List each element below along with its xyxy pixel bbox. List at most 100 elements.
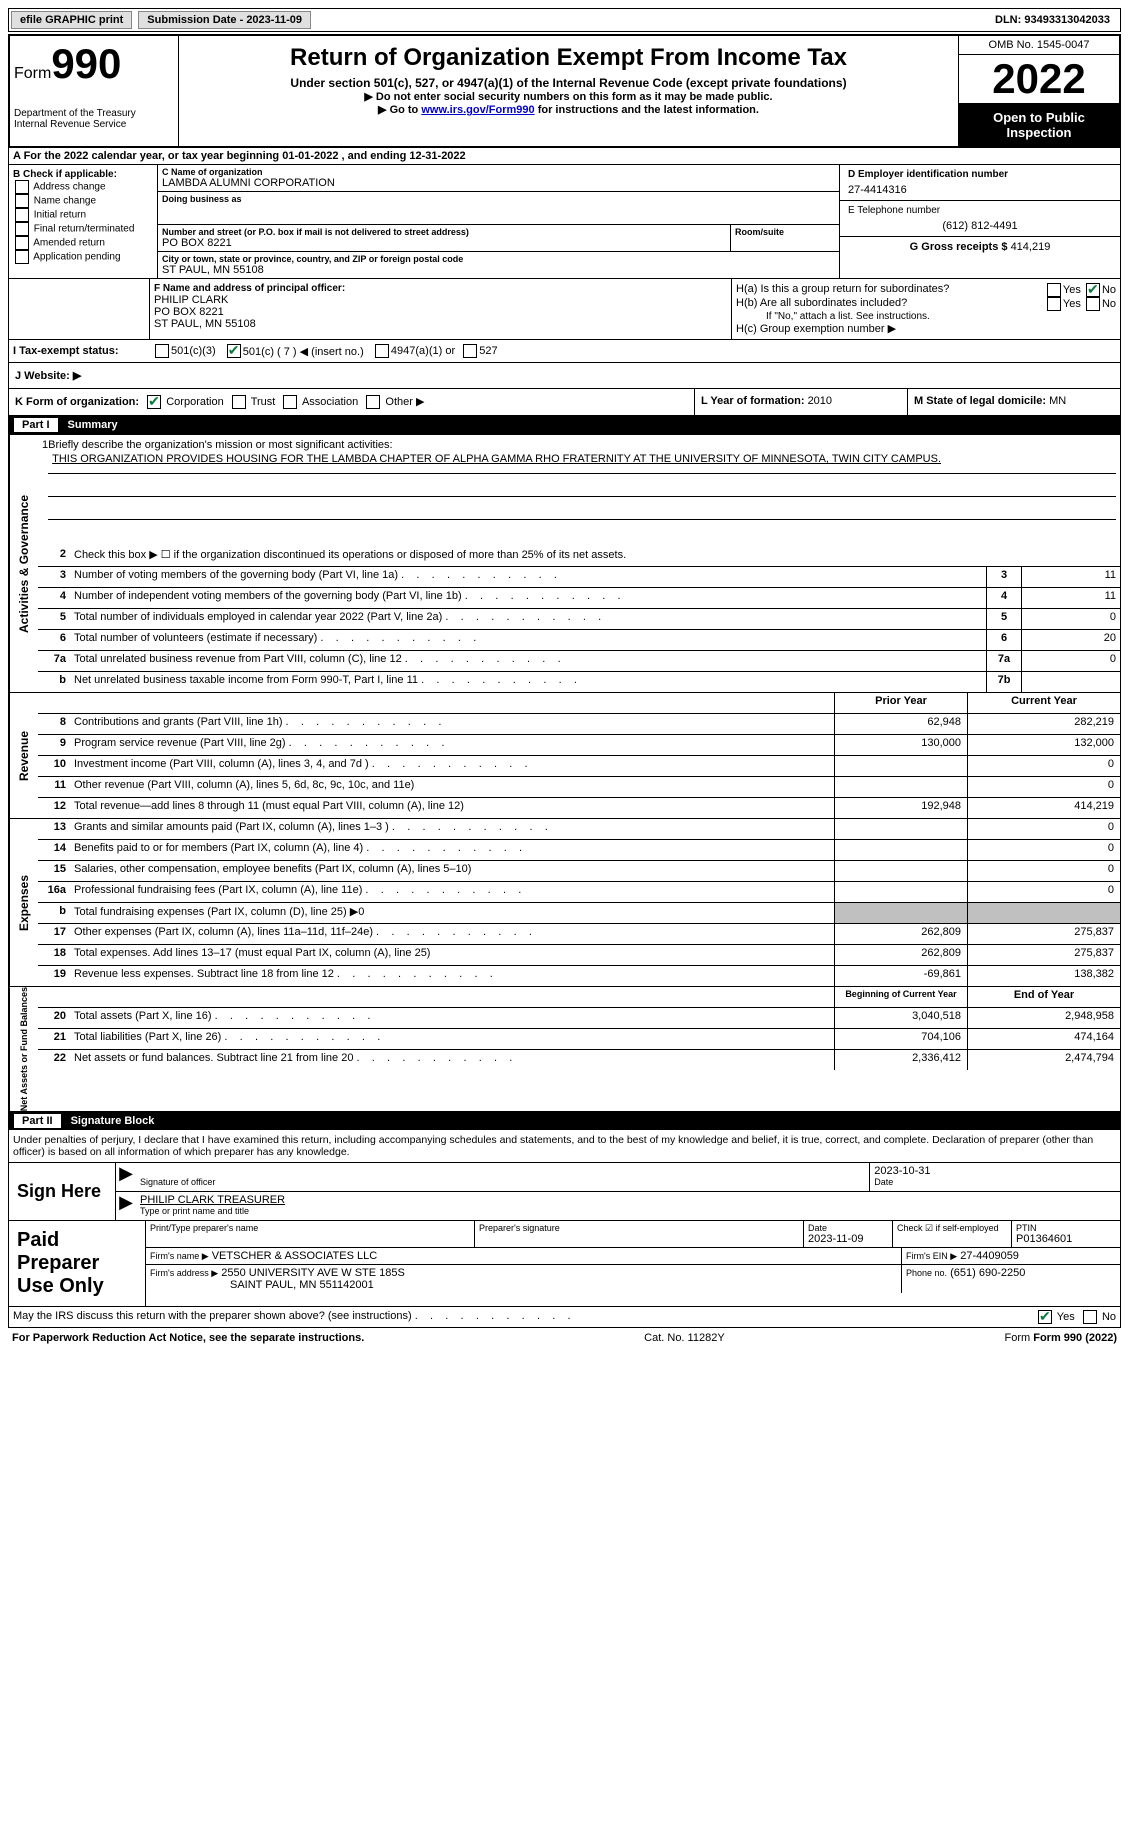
section-a-tax-year: A For the 2022 calendar year, or tax yea… [8, 148, 1121, 165]
corporation-checkbox[interactable] [147, 395, 161, 409]
line-4-desc: Number of independent voting members of … [70, 588, 986, 608]
line-16b-desc: Total fundraising expenses (Part IX, col… [70, 903, 834, 923]
year-formation: 2010 [808, 395, 832, 407]
line-8-current: 282,219 [967, 714, 1120, 734]
officer-addr1: PO BOX 8221 [154, 306, 727, 318]
governance-side-label: Activities & Governance [9, 435, 38, 692]
association-checkbox[interactable] [283, 395, 297, 409]
self-employed-check: Check ☑ if self-employed [893, 1221, 1012, 1247]
sig-officer-label: Signature of officer [140, 1177, 865, 1187]
line-21-desc: Total liabilities (Part X, line 26) [70, 1029, 834, 1049]
section-b-checkboxes: B Check if applicable: Address change Na… [9, 165, 158, 278]
line-20-desc: Total assets (Part X, line 16) [70, 1008, 834, 1028]
current-year-header: Current Year [967, 693, 1120, 713]
hb-label: H(b) Are all subordinates included? [736, 297, 907, 311]
end-date: 12-31-2022 [409, 150, 465, 162]
501c-other-checkbox[interactable] [227, 344, 241, 358]
sig-date: 2023-10-31 [874, 1165, 1116, 1177]
org-name-cell: C Name of organization LAMBDA ALUMNI COR… [158, 165, 839, 192]
line-21-current: 474,164 [967, 1029, 1120, 1049]
prior-year-header: Prior Year [834, 693, 967, 713]
line-17-desc: Other expenses (Part IX, column (A), lin… [70, 924, 834, 944]
line-6-desc: Total number of volunteers (estimate if … [70, 630, 986, 650]
hb-yes-checkbox[interactable] [1047, 297, 1061, 311]
signature-block: Under penalties of perjury, I declare th… [8, 1130, 1121, 1221]
line-20-current: 2,948,958 [967, 1008, 1120, 1028]
perjury-declaration: Under penalties of perjury, I declare th… [9, 1130, 1120, 1162]
firm-ein: 27-4409059 [960, 1250, 1019, 1262]
line-7b-value [1021, 672, 1120, 692]
may-irs-discuss-row: May the IRS discuss this return with the… [8, 1307, 1121, 1328]
gross-receipts-value: 414,219 [1011, 241, 1051, 253]
room-suite-cell: Room/suite [731, 225, 839, 252]
initial-return-checkbox[interactable] [15, 208, 29, 222]
section-h: H(a) Is this a group return for subordin… [732, 279, 1120, 339]
form-subtitle: Under section 501(c), 527, or 4947(a)(1)… [183, 76, 954, 90]
efile-print-button[interactable]: efile GRAPHIC print [11, 11, 132, 29]
final-return-checkbox[interactable] [15, 222, 29, 236]
501c3-checkbox[interactable] [155, 344, 169, 358]
line-10-desc: Investment income (Part VIII, column (A)… [70, 756, 834, 776]
officer-addr2: ST PAUL, MN 55108 [154, 318, 727, 330]
phone-cell: E Telephone number (612) 812-4491 [840, 201, 1120, 237]
governance-section: Activities & Governance 1 Briefly descri… [8, 434, 1121, 693]
hb-no-checkbox[interactable] [1086, 297, 1100, 311]
name-change-checkbox[interactable] [15, 194, 29, 208]
line-21-prior: 704,106 [834, 1029, 967, 1049]
line-22-desc: Net assets or fund balances. Subtract li… [70, 1050, 834, 1070]
street-address-cell: Number and street (or P.O. box if mail i… [158, 225, 731, 252]
irs-form-link[interactable]: www.irs.gov/Form990 [421, 104, 534, 116]
preparer-phone: (651) 690-2250 [950, 1267, 1025, 1279]
4947a1-checkbox[interactable] [375, 344, 389, 358]
street-address: PO BOX 8221 [162, 237, 726, 249]
amended-return-checkbox[interactable] [15, 236, 29, 250]
line-18-prior: 262,809 [834, 945, 967, 965]
firm-addr1: 2550 UNIVERSITY AVE W STE 185S [221, 1267, 405, 1279]
hb-note: If "No," attach a list. See instructions… [736, 311, 1116, 322]
footer-notice: For Paperwork Reduction Act Notice, see … [8, 1328, 1121, 1348]
tax-exempt-status-row: I Tax-exempt status: 501(c)(3) 501(c) ( … [8, 340, 1121, 363]
ha-yes-checkbox[interactable] [1047, 283, 1061, 297]
paid-preparer-block: Paid Preparer Use Only Print/Type prepar… [8, 1221, 1121, 1307]
line-16b-current [967, 903, 1120, 923]
ssn-warning: ▶ Do not enter social security numbers o… [183, 90, 954, 103]
tax-year: 2022 [959, 55, 1119, 104]
ha-no-checkbox[interactable] [1086, 283, 1100, 297]
line-19-current: 138,382 [967, 966, 1120, 986]
line-20-prior: 3,040,518 [834, 1008, 967, 1028]
line-19-prior: -69,861 [834, 966, 967, 986]
line-7a-value: 0 [1021, 651, 1120, 671]
sig-date-label: Date [874, 1177, 1116, 1187]
discuss-no-checkbox[interactable] [1083, 1310, 1097, 1324]
ha-label: H(a) Is this a group return for subordin… [736, 283, 949, 297]
line-12-desc: Total revenue—add lines 8 through 11 (mu… [70, 798, 834, 818]
top-bar: efile GRAPHIC print Submission Date - 20… [8, 8, 1121, 32]
officer-group-block: F Name and address of principal officer:… [8, 279, 1121, 340]
begin-date: 01-01-2022 [282, 150, 338, 162]
line-15-current: 0 [967, 861, 1120, 881]
city-state-zip: ST PAUL, MN 55108 [162, 264, 835, 276]
dba-cell: Doing business as [158, 192, 839, 225]
line-3-desc: Number of voting members of the governin… [70, 567, 986, 587]
line-4-value: 11 [1021, 588, 1120, 608]
527-checkbox[interactable] [463, 344, 477, 358]
application-pending-checkbox[interactable] [15, 250, 29, 264]
line-9-current: 132,000 [967, 735, 1120, 755]
discuss-yes-checkbox[interactable] [1038, 1310, 1052, 1324]
ein-value: 27-4414316 [848, 184, 1112, 196]
line-16a-prior [834, 882, 967, 902]
begin-year-header: Beginning of Current Year [834, 987, 967, 1007]
firm-addr2: SAINT PAUL, MN 551142001 [150, 1279, 897, 1291]
other-org-checkbox[interactable] [366, 395, 380, 409]
line-6-value: 20 [1021, 630, 1120, 650]
form-header: Form990 Department of the Treasury Inter… [8, 34, 1121, 148]
trust-checkbox[interactable] [232, 395, 246, 409]
hc-label: H(c) Group exemption number ▶ [736, 322, 1116, 335]
section-b-label: B Check if applicable: [13, 169, 153, 180]
form-footer-label: Form Form 990 (2022) [1005, 1332, 1118, 1344]
gross-receipts-cell: G Gross receipts $ 414,219 [840, 237, 1120, 257]
net-assets-section: Net Assets or Fund Balances Beginning of… [8, 987, 1121, 1112]
address-change-checkbox[interactable] [15, 180, 29, 194]
line-13-current: 0 [967, 819, 1120, 839]
officer-name-title: PHILIP CLARK TREASURER [140, 1194, 1116, 1206]
